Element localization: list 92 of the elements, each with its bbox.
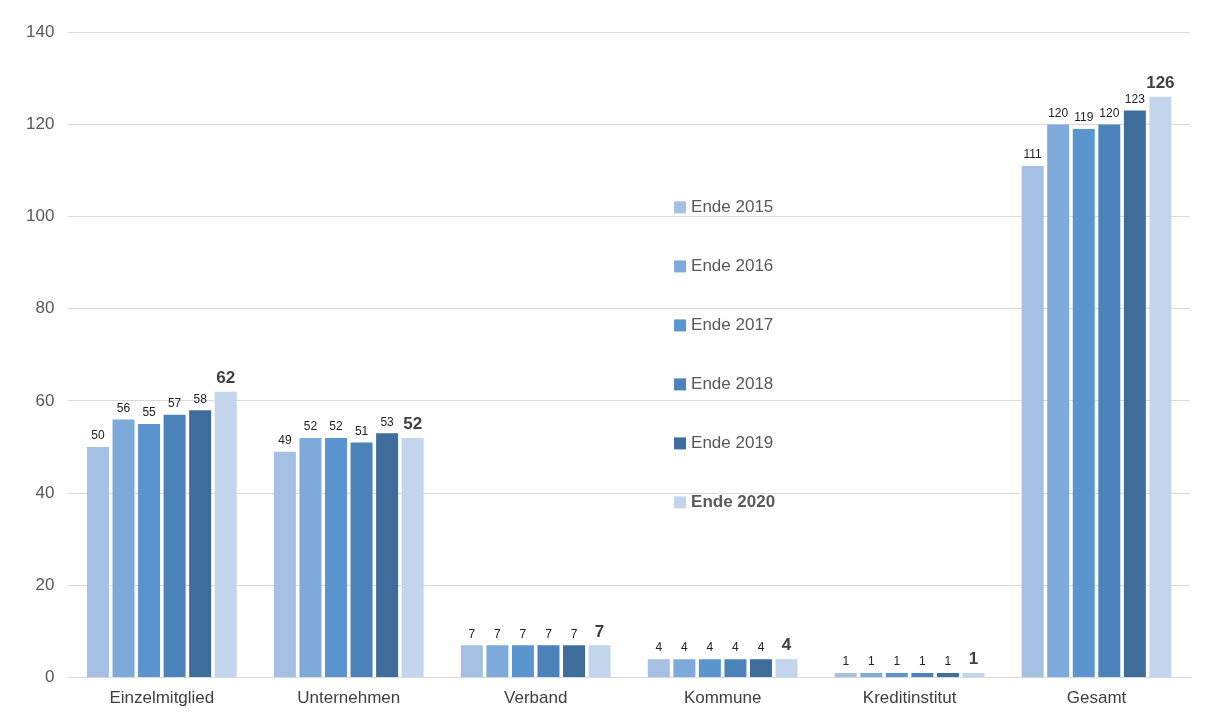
bar [189,410,212,678]
data-label: 52 [303,419,318,434]
data-label: 1 [842,654,850,669]
bar [350,442,373,678]
bar [962,672,985,678]
y-tick-label: 120 [25,114,55,134]
bar [273,451,296,678]
data-label: 119 [1074,110,1094,125]
data-label: 57 [167,396,182,411]
bar [647,659,670,678]
bar [138,424,161,678]
bar [86,447,109,678]
bar [460,645,483,678]
data-label: 1 [893,654,901,669]
data-label: 1 [867,654,875,669]
bar [1047,124,1070,678]
y-tick-label: 0 [44,667,55,687]
data-label: 51 [354,423,369,438]
bar [724,659,747,678]
data-label: 7 [468,626,476,641]
x-tick-label: Gesamt [1066,688,1127,708]
bar [588,645,611,678]
bar [486,645,509,678]
data-label: 7 [545,626,553,641]
bar [163,414,186,678]
data-label: 55 [142,405,157,420]
bar [860,672,883,678]
bar [1098,124,1121,678]
bar [325,437,347,678]
data-label: 120 [1048,105,1069,120]
x-tick-label: Unternehmen [297,688,401,708]
bar [911,672,934,678]
bar [401,437,424,678]
data-label: 58 [193,391,208,406]
data-label: 126 [1146,72,1175,92]
legend-label: Ende 2017 [691,315,774,335]
bar [936,672,959,678]
data-label: 62 [216,367,236,387]
data-label: 120 [1099,105,1120,120]
legend-label: Ende 2019 [691,433,774,453]
bar [563,645,586,678]
data-label: 7 [519,626,527,641]
bar [885,672,908,678]
data-label: 53 [380,414,395,429]
bar [537,645,560,678]
y-tick-label: 60 [35,390,55,410]
legend-label: Ende 2018 [691,374,774,394]
x-tick-label: Kreditinstitut [862,688,957,708]
bar [376,433,399,678]
data-label: 49 [278,433,292,448]
y-tick-label: 100 [25,206,55,226]
bar [299,437,322,678]
x-tick-label: Kommune [683,688,762,708]
data-label: 123 [1124,91,1146,106]
data-label: 4 [655,640,663,655]
data-label: 7 [570,626,578,641]
legend-label: Ende 2020 [691,492,776,512]
bar [749,659,772,678]
y-tick-label: 40 [35,482,55,502]
data-label: 52 [403,414,423,434]
data-label: 56 [116,400,131,415]
y-tick-label: 80 [35,298,55,318]
bar [1149,96,1172,678]
bar [1072,129,1095,678]
y-tick-label: 20 [35,575,55,595]
data-label: 4 [781,635,792,655]
bar [673,659,696,678]
data-label: 1 [919,654,927,669]
bar [1021,165,1044,678]
bar [834,672,857,678]
data-label: 111 [1023,147,1043,162]
x-tick-label: Einzelmitglied [109,688,215,708]
data-label: 4 [757,640,765,655]
bar [214,391,237,678]
bar [112,419,135,678]
legend-label: Ende 2015 [691,197,774,217]
data-label: 7 [594,621,605,641]
x-tick-label: Verband [504,688,568,708]
bar [698,659,721,678]
data-label: 1 [968,649,979,669]
data-label: 50 [91,428,105,443]
data-label: 4 [732,640,740,655]
data-label: 4 [680,640,688,655]
y-tick-label: 140 [25,21,55,41]
data-label: 7 [494,626,502,641]
data-label: 1 [944,654,952,669]
bar [775,659,798,678]
bar [511,645,534,678]
data-label: 52 [329,419,343,434]
data-label: 4 [706,640,714,655]
bar [1123,110,1146,678]
legend-label: Ende 2016 [691,256,774,276]
